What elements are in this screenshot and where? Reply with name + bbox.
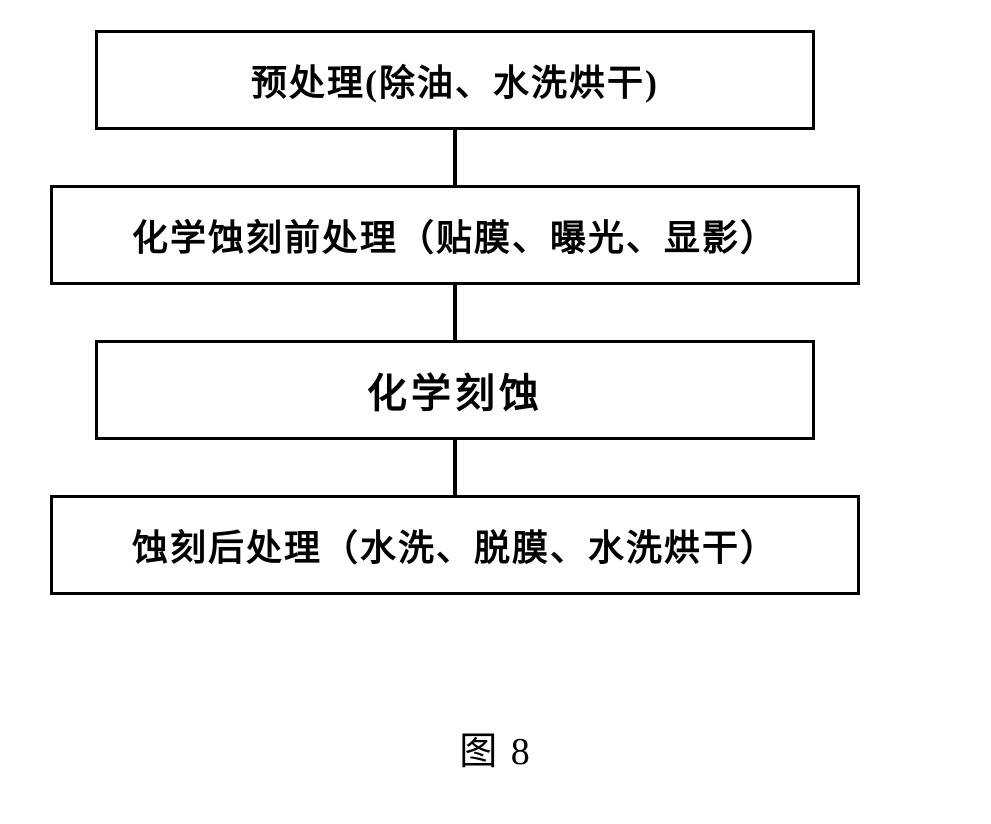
flowchart-node-post-etch: 蚀刻后处理（水洗、脱膜、水洗烘干） [50,495,860,595]
flowchart-node-pretreatment: 预处理(除油、水洗烘干) [95,30,815,130]
flowchart-connector [453,130,457,185]
flowchart-connector [453,440,457,495]
flowchart-node-etch: 化学刻蚀 [95,340,815,440]
flowchart-container: 预处理(除油、水洗烘干) 化学蚀刻前处理（贴膜、曝光、显影） 化学刻蚀 蚀刻后处… [50,30,860,595]
flowchart-connector [453,285,457,340]
figure-caption: 图 8 [0,720,991,775]
flowchart-node-pre-etch: 化学蚀刻前处理（贴膜、曝光、显影） [50,185,860,285]
